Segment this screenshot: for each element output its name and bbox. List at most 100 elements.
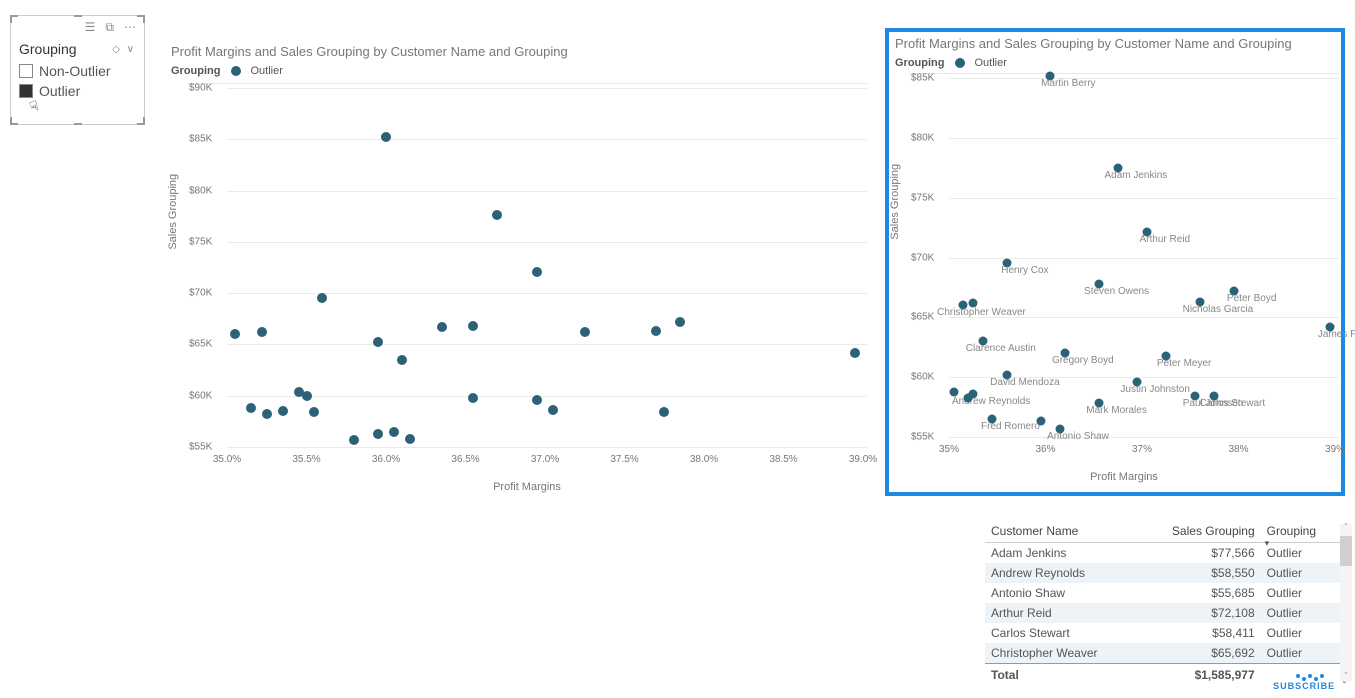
data-point[interactable] [373, 429, 383, 439]
table-cell: Christopher Weaver [985, 643, 1138, 664]
data-point-label: David Mendoza [990, 377, 1059, 388]
data-point[interactable] [405, 434, 415, 444]
data-point[interactable] [309, 407, 319, 417]
plot-area-left[interactable]: Sales Grouping Profit Margins $55K$60K$6… [187, 83, 867, 463]
data-point[interactable] [230, 329, 240, 339]
x-tick: 35.0% [213, 454, 241, 465]
scroll-thumb[interactable] [1340, 536, 1352, 566]
y-tick: $85K [189, 134, 212, 145]
data-point[interactable] [349, 435, 359, 445]
more-options-icon[interactable]: ⋯ [124, 20, 136, 35]
table-cell: $77,566 [1138, 543, 1260, 564]
y-tick: $60K [189, 390, 212, 401]
table-cell: $55,685 [1138, 583, 1260, 603]
slicer-title: Grouping [19, 41, 77, 57]
chart-title: Profit Margins and Sales Grouping by Cus… [889, 32, 1341, 57]
table-cell: $58,411 [1138, 623, 1260, 643]
data-point[interactable] [532, 267, 542, 277]
data-point[interactable] [373, 337, 383, 347]
total-label: Total [985, 664, 1138, 686]
data-point[interactable] [850, 348, 860, 358]
data-point[interactable] [246, 403, 256, 413]
data-point-label: Justin Johnston [1120, 384, 1190, 395]
resize-handle-bottom[interactable] [74, 123, 82, 125]
filter-icon[interactable]: ☰ [85, 20, 96, 35]
slicer-item-non-outlier[interactable]: Non-Outlier [11, 61, 144, 81]
data-point[interactable] [381, 132, 391, 142]
x-tick: 36.0% [372, 454, 400, 465]
y-tick: $80K [911, 132, 934, 143]
data-point[interactable] [548, 405, 558, 415]
data-point[interactable] [389, 427, 399, 437]
chevron-down-icon[interactable]: ˇ [1343, 681, 1347, 692]
plot-area-right[interactable]: Sales Grouping Profit Margins $55K$60K$6… [909, 73, 1339, 453]
data-point[interactable] [302, 391, 312, 401]
col-sales-grouping[interactable]: Sales Grouping [1138, 520, 1260, 543]
table-row[interactable]: Carlos Stewart$58,411Outlier [985, 623, 1340, 643]
resize-handle-top[interactable] [74, 15, 82, 17]
table-cell: $65,692 [1138, 643, 1260, 664]
clear-eraser-icon[interactable]: ◇ ∨ [112, 44, 136, 55]
data-point-label: Clarence Austin [966, 343, 1036, 354]
data-point[interactable] [317, 293, 327, 303]
table-cell: Outlier [1261, 543, 1340, 564]
data-point[interactable] [580, 327, 590, 337]
data-point[interactable] [1036, 417, 1045, 426]
table-row[interactable]: Christopher Weaver$65,692Outlier [985, 643, 1340, 664]
table-row[interactable]: Andrew Reynolds$58,550Outlier [985, 563, 1340, 583]
table-row[interactable]: Antonio Shaw$55,685Outlier [985, 583, 1340, 603]
x-tick: 38.0% [690, 454, 718, 465]
data-point[interactable] [397, 355, 407, 365]
y-tick: $65K [189, 339, 212, 350]
data-point-label: James Foster [1318, 329, 1355, 340]
table-body: Adam Jenkins$77,566OutlierAndrew Reynold… [985, 543, 1340, 664]
resize-handle-br[interactable] [137, 117, 145, 125]
y-tick: $70K [189, 288, 212, 299]
data-point[interactable] [278, 406, 288, 416]
resize-handle-tr[interactable] [137, 15, 145, 23]
subscribe-badge[interactable]: SUBSCRIBE ˇ [1273, 674, 1347, 692]
focus-mode-icon[interactable]: ⧉ [105, 20, 114, 35]
data-point[interactable] [964, 393, 973, 402]
checkbox-outlier[interactable] [19, 84, 33, 98]
data-point-label: Martin Berry [1041, 78, 1095, 89]
data-point[interactable] [468, 393, 478, 403]
data-point[interactable] [468, 321, 478, 331]
resize-handle-tl[interactable] [10, 15, 18, 23]
data-point[interactable] [675, 317, 685, 327]
table-cell: $58,550 [1138, 563, 1260, 583]
scroll-up-icon[interactable]: ˆ [1340, 522, 1352, 534]
x-tick: 36% [1035, 444, 1055, 455]
legend-series: Outlier [975, 57, 1007, 69]
sort-desc-icon: ▾ [1265, 538, 1270, 549]
customer-table[interactable]: Customer Name Sales Grouping Grouping ▾ … [985, 520, 1340, 685]
col-grouping[interactable]: Grouping ▾ [1261, 520, 1340, 543]
table-row[interactable]: Adam Jenkins$77,566Outlier [985, 543, 1340, 564]
table-cell: Adam Jenkins [985, 543, 1138, 564]
y-tick: $60K [911, 372, 934, 383]
data-point-label: Peter Meyer [1157, 358, 1211, 369]
y-tick: $55K [189, 442, 212, 453]
table-row[interactable]: Arthur Reid$72,108Outlier [985, 603, 1340, 623]
checkbox-non-outlier[interactable] [19, 64, 33, 78]
data-point[interactable] [949, 387, 958, 396]
data-point[interactable] [651, 326, 661, 336]
data-point[interactable] [257, 327, 267, 337]
table-cell: Carlos Stewart [985, 623, 1138, 643]
col-customer-name[interactable]: Customer Name [985, 520, 1138, 543]
legend-label: Grouping [895, 57, 945, 69]
x-tick: 39.0% [849, 454, 877, 465]
scatter-chart-right[interactable]: Profit Margins and Sales Grouping by Cus… [885, 28, 1345, 496]
data-point[interactable] [969, 298, 978, 307]
resize-handle-bl[interactable] [10, 117, 18, 125]
x-tick: 37% [1132, 444, 1152, 455]
data-point[interactable] [492, 210, 502, 220]
data-point[interactable] [437, 322, 447, 332]
x-tick: 36.5% [451, 454, 479, 465]
data-point[interactable] [532, 395, 542, 405]
legend-marker-icon [231, 66, 241, 76]
data-point[interactable] [659, 407, 669, 417]
scatter-chart-left: Profit Margins and Sales Grouping by Cus… [165, 40, 865, 500]
table-scrollbar[interactable]: ˆ ˇ [1340, 524, 1352, 681]
data-point[interactable] [262, 409, 272, 419]
